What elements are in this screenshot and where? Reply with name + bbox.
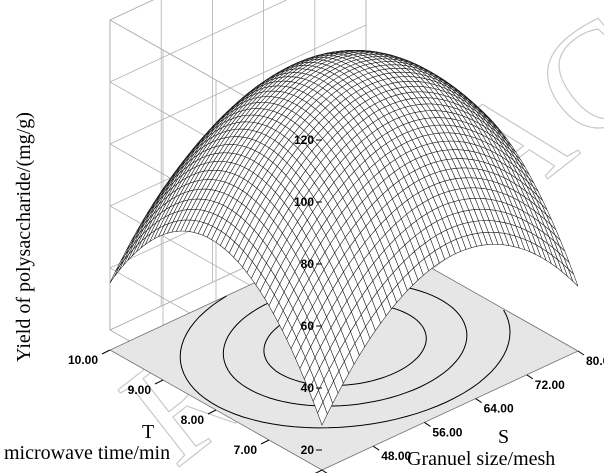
y-tick-mark (526, 374, 534, 380)
z-tick-label: 120 (294, 133, 314, 147)
wall-gridline (109, 24, 367, 145)
x-tick-mark (314, 469, 323, 473)
z-tick-label: 80 (301, 257, 315, 271)
y-tick-mark (577, 350, 585, 356)
y-tick-mark (321, 469, 328, 473)
wall-gridline (109, 0, 288, 83)
x-tick-label: 8.00 (181, 413, 205, 427)
z-tick-label: 20 (301, 443, 315, 457)
y-tick-mark (372, 445, 380, 451)
y-axis-title: Granuel size/mesh (407, 448, 555, 470)
wall-gridline (109, 0, 154, 21)
z-tick-label: 60 (301, 319, 315, 333)
x-tick-label: 10.00 (68, 353, 98, 367)
surface-cell (317, 401, 328, 426)
y-tick-label: 72.00 (535, 378, 565, 392)
y-axis-letter: S (498, 426, 509, 448)
z-axis-title: Yield of polysaccharide/(mg/g) (13, 112, 35, 362)
z-tick-label: 100 (294, 195, 314, 209)
x-tick-mark (154, 379, 164, 385)
y-tick-label: 48.00 (381, 449, 411, 463)
y-tick-label: 80.00 (586, 354, 604, 368)
response-surface (109, 50, 579, 426)
y-tick-label: 64.00 (484, 402, 514, 416)
y-tick-label: 56.00 (432, 425, 462, 439)
x-axis-title: microwave time/min (4, 442, 170, 464)
x-tick-mark (207, 409, 217, 415)
z-tick-label: 40 (301, 381, 315, 395)
x-tick-mark (101, 349, 111, 355)
x-tick-label: 7.00 (234, 443, 258, 457)
x-axis-letter: T (142, 421, 154, 443)
x-tick-mark (260, 439, 270, 445)
x-tick-label: 9.00 (128, 383, 152, 397)
y-tick-mark (475, 398, 482, 404)
y-tick-mark (424, 421, 431, 427)
z-axis-ticks: 20 40 60 80 100 120 (294, 133, 322, 457)
